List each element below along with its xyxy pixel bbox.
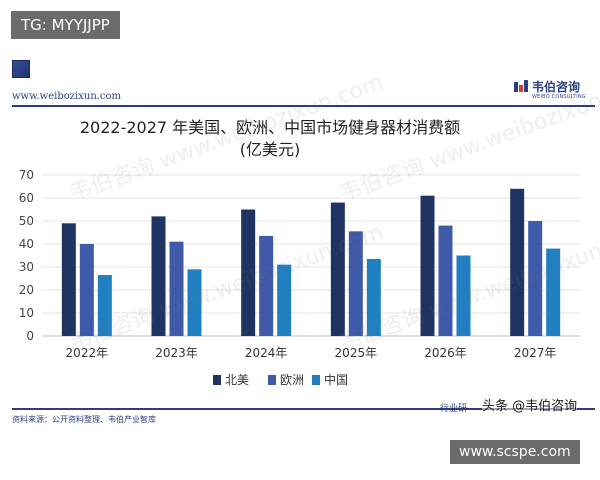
y-tick-label: 60 (19, 191, 34, 205)
bar (97, 275, 112, 336)
corner-tag: TG: MYYJJPP (11, 11, 120, 39)
bar (169, 241, 184, 336)
y-tick-label: 0 (26, 329, 34, 343)
legend-swatch (268, 375, 276, 385)
legend-label: 中国 (324, 372, 348, 387)
x-tick-label: 2026年 (424, 346, 467, 360)
chart-title: 2022-2027 年美国、欧洲、中国市场健身器材消费额 (亿美元) (60, 117, 480, 161)
y-tick-label: 20 (19, 283, 34, 297)
x-tick-label: 2024年 (245, 346, 288, 360)
legend-label: 北美 (225, 373, 249, 387)
bar (330, 202, 345, 336)
brand-mark-icon (514, 80, 528, 92)
bar (79, 244, 94, 336)
bar (510, 188, 525, 336)
header-square-icon (12, 60, 30, 78)
footer-right-note: 行业研 (440, 404, 468, 414)
y-tick-label: 10 (19, 306, 34, 320)
chart-title-main: 2022-2027 年美国、欧洲、中国市场健身器材消费额 (79, 118, 461, 137)
legend-label: 欧洲 (280, 373, 304, 387)
bar (546, 248, 561, 336)
toutiao-watermark: 头条 @韦伯咨询 (482, 395, 578, 414)
x-tick-label: 2022年 (66, 346, 109, 360)
legend-swatch (312, 375, 320, 385)
legend-swatch (213, 375, 221, 385)
y-tick-label: 70 (19, 168, 34, 182)
x-tick-label: 2023年 (155, 346, 198, 360)
y-tick-label: 40 (19, 237, 34, 251)
bar (259, 235, 274, 336)
bar (348, 231, 363, 336)
brand-logo: 韦伯咨询 WEIBO CONSULTING (512, 78, 598, 102)
brand-name-cn: 韦伯咨询 (532, 80, 581, 94)
bar (438, 225, 453, 336)
bar (61, 223, 76, 336)
site-badge: www.scspe.com (450, 440, 580, 464)
y-tick-label: 50 (19, 214, 34, 228)
bar (420, 195, 435, 336)
x-tick-label: 2025年 (335, 346, 378, 360)
footer-rule (12, 408, 595, 410)
bar (187, 269, 202, 336)
header-rule (12, 105, 595, 107)
source-note: 资料来源：公开资料整理、韦伯产业智库 (12, 415, 156, 424)
bar (151, 216, 166, 336)
bar (241, 209, 256, 336)
chart-subtitle: (亿美元) (239, 140, 301, 159)
bar (366, 258, 381, 336)
brand-name-en: WEIBO CONSULTING (532, 94, 586, 100)
x-tick-label: 2027年 (514, 346, 557, 360)
y-tick-label: 30 (19, 260, 34, 274)
header-url: www.weibozixun.com (12, 91, 122, 102)
bar (528, 221, 543, 336)
bar (277, 264, 292, 336)
bar (456, 255, 471, 336)
